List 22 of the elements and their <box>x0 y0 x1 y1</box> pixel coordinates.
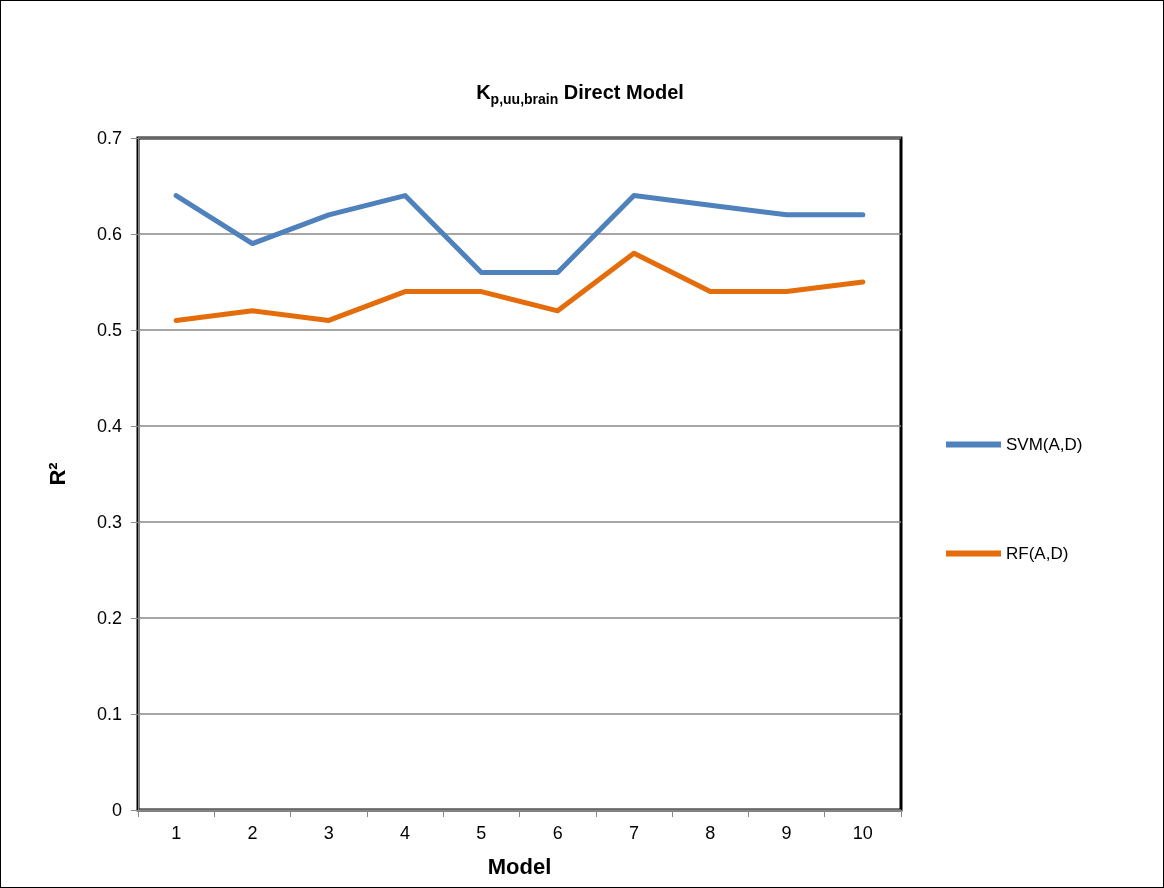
y-tick-label: 0 <box>111 800 122 820</box>
x-tick-label: 5 <box>476 823 487 843</box>
x-axis-title: Model <box>487 853 552 879</box>
x-tick-label: 2 <box>247 823 258 843</box>
y-tick-label: 0.7 <box>96 128 122 148</box>
y-tick-label: 0.6 <box>96 224 122 244</box>
y-tick-label: 0.1 <box>96 704 122 724</box>
x-tick-label: 1 <box>171 823 182 843</box>
legend-label: RF(A,D) <box>1006 544 1069 563</box>
x-tick-label: 10 <box>852 823 873 843</box>
y-axis-title: R² <box>44 462 70 486</box>
y-tick-label: 0.4 <box>96 416 122 436</box>
x-tick-label: 4 <box>400 823 411 843</box>
x-tick-label: 7 <box>628 823 639 843</box>
legend-label: SVM(A,D) <box>1006 435 1083 454</box>
x-tick-label: 9 <box>781 823 792 843</box>
x-tick-label: 6 <box>552 823 563 843</box>
y-tick-label: 0.2 <box>96 608 122 628</box>
x-tick-label: 8 <box>705 823 716 843</box>
y-tick-label: 0.5 <box>96 320 122 340</box>
x-tick-label: 3 <box>323 823 334 843</box>
y-tick-label: 0.3 <box>96 512 122 532</box>
